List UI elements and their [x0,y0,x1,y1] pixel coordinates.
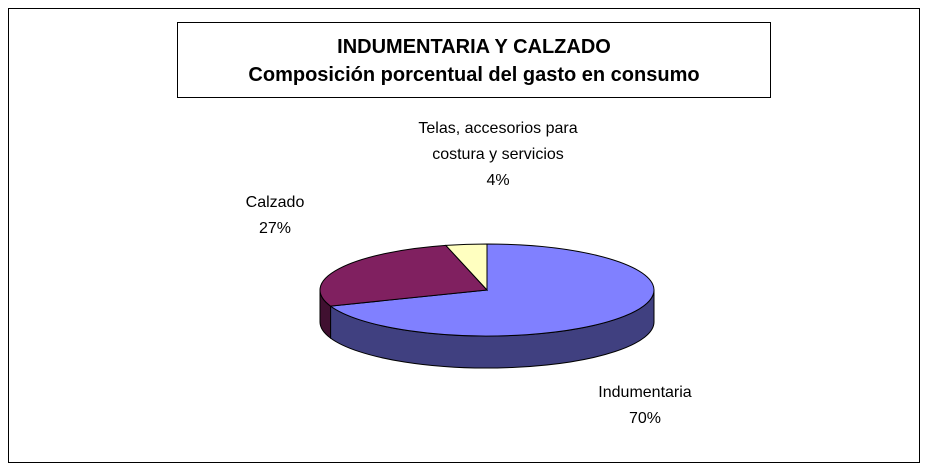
chart-title: INDUMENTARIA Y CALZADO [337,36,611,58]
value-label: 70% [628,410,662,427]
value-label: 27% [258,220,292,237]
category-label: Telas, accesorios para costura y servici… [418,120,578,163]
category-label: Calzado [245,194,305,211]
chart-subtitle: Composición porcentual del gasto en cons… [248,64,700,86]
slice-label: Calzado 27% [195,190,355,242]
pie-slice [319,244,489,307]
slice-label: Indumentaria 70% [570,380,720,432]
title-box: INDUMENTARIA Y CALZADO Composición porce… [177,22,771,98]
value-label: 4% [486,172,510,189]
category-label: Indumentaria [598,384,692,401]
pie-slice [444,243,488,292]
slice-label: Telas, accesorios para costura y servici… [408,116,588,194]
pie-slice [329,243,655,337]
